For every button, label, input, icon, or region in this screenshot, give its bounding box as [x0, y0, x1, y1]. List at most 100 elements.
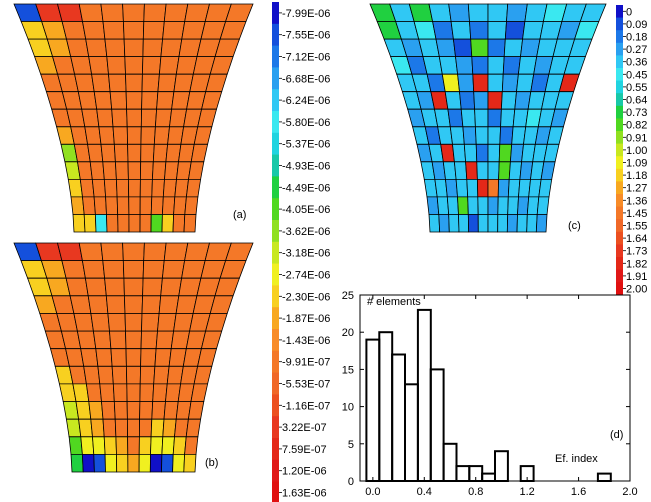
mesh-element [446, 196, 459, 215]
mesh-element [85, 383, 102, 402]
mesh-element [127, 161, 142, 180]
mesh-element [154, 348, 172, 367]
mesh-element [95, 348, 113, 367]
mesh-element [140, 330, 158, 350]
mesh-element [535, 214, 548, 233]
scale-swatch [272, 263, 279, 286]
scale-swatch [616, 131, 623, 144]
scale-label: -1.16E-07 [282, 400, 330, 412]
scale-swatch [616, 17, 623, 31]
mesh-element [500, 91, 517, 110]
mesh-element [73, 313, 94, 332]
mesh-element [536, 196, 550, 215]
scale-swatch [272, 394, 279, 417]
mesh-element [122, 3, 145, 22]
scale-label: -5.53E-07 [282, 379, 330, 391]
mesh-element [103, 436, 117, 455]
mesh-element [83, 365, 101, 385]
mesh-element [109, 91, 128, 110]
mesh-element [126, 126, 142, 145]
mesh-element [75, 401, 92, 420]
mesh-element [474, 108, 489, 128]
scale-swatch [272, 198, 279, 221]
scale-swatch [272, 23, 279, 46]
scale-swatch [616, 282, 623, 296]
scale-swatch [272, 45, 279, 68]
mesh-element [172, 436, 187, 455]
mesh-element [81, 453, 95, 473]
scale-label: -6.68E-06 [282, 73, 330, 85]
scale-label: 1.27 [626, 183, 647, 195]
mesh-element [157, 313, 177, 332]
mesh-element [117, 214, 130, 233]
scale-swatch [272, 2, 279, 25]
mesh-element [104, 38, 126, 57]
mesh-element [78, 242, 104, 262]
x-axis-ticks: 0.0 0.4 0.8 1.2 1.6 2.0 [365, 295, 638, 498]
mesh-element [139, 214, 152, 233]
mesh-element [87, 143, 104, 163]
y-annotation: # elements [367, 296, 421, 308]
mesh-element [172, 214, 186, 233]
mesh-element [444, 91, 462, 110]
scale-label: -5.37E-06 [282, 139, 330, 151]
scale-swatch [616, 219, 623, 233]
mesh-element [138, 436, 152, 455]
mesh-element [149, 453, 163, 473]
mesh-element [161, 436, 175, 455]
mesh-element [61, 21, 87, 40]
mesh-element [110, 348, 127, 367]
mesh-element [93, 453, 106, 473]
mesh-element [141, 313, 160, 332]
scale-label: -3.18E-06 [282, 248, 330, 260]
mesh-element [74, 73, 95, 93]
mesh-element [448, 3, 470, 22]
mesh-element [487, 196, 499, 215]
mesh-element [108, 73, 127, 93]
mesh-element [93, 91, 113, 110]
mesh-element [141, 56, 162, 75]
mesh-element [140, 348, 157, 367]
mesh-element [475, 143, 489, 163]
scale-label: -7.55E-06 [282, 30, 330, 42]
mesh-element [91, 178, 107, 198]
scale-swatch [272, 154, 279, 177]
mesh-element [94, 214, 108, 233]
mesh-element [102, 418, 117, 438]
scale-swatch [272, 438, 279, 461]
mesh-element [190, 143, 209, 163]
mesh-element [88, 56, 109, 75]
mesh-element [101, 401, 116, 420]
mesh-element [102, 161, 117, 180]
mesh-element [102, 260, 125, 279]
mesh-element [487, 143, 501, 163]
mesh-element [77, 161, 93, 180]
mesh-element [540, 161, 556, 180]
mesh-element [441, 73, 460, 93]
mesh-element [153, 365, 170, 385]
histogram-bar [455, 465, 471, 483]
mesh-element [128, 196, 141, 215]
mesh-element [428, 3, 452, 22]
mesh-element [116, 453, 129, 473]
scale-swatch [616, 244, 623, 258]
mesh-element [116, 196, 130, 215]
scale-swatch [616, 118, 623, 132]
mesh-element [125, 73, 143, 93]
scale-swatch [616, 68, 623, 81]
mesh-element [93, 196, 107, 215]
mesh-element [151, 401, 166, 420]
mesh-element [113, 401, 128, 420]
y-tick-label: 0 [348, 476, 354, 488]
mesh-element [112, 383, 128, 402]
mesh-element [460, 108, 476, 128]
mesh-element [471, 56, 489, 75]
mesh-element [438, 56, 459, 75]
mesh-panel-b [13, 242, 254, 473]
scale-swatch [272, 416, 279, 439]
histogram-bar [442, 442, 458, 482]
mesh-element [498, 143, 513, 163]
scale-swatch [616, 30, 623, 44]
mesh-element [100, 143, 116, 163]
scale-label: 0 [626, 6, 632, 18]
